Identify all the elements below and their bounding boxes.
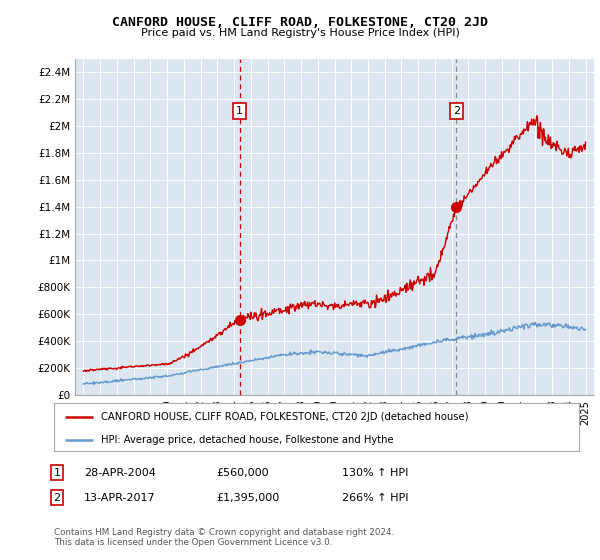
Text: £560,000: £560,000: [216, 468, 269, 478]
Text: 1: 1: [236, 106, 243, 116]
Text: CANFORD HOUSE, CLIFF ROAD, FOLKESTONE, CT20 2JD (detached house): CANFORD HOUSE, CLIFF ROAD, FOLKESTONE, C…: [101, 412, 469, 422]
Text: Price paid vs. HM Land Registry's House Price Index (HPI): Price paid vs. HM Land Registry's House …: [140, 28, 460, 38]
Text: 2: 2: [453, 106, 460, 116]
Text: 130% ↑ HPI: 130% ↑ HPI: [342, 468, 409, 478]
Text: CANFORD HOUSE, CLIFF ROAD, FOLKESTONE, CT20 2JD: CANFORD HOUSE, CLIFF ROAD, FOLKESTONE, C…: [112, 16, 488, 29]
Text: 266% ↑ HPI: 266% ↑ HPI: [342, 493, 409, 503]
Text: 13-APR-2017: 13-APR-2017: [84, 493, 155, 503]
Text: 1: 1: [53, 468, 61, 478]
Text: 28-APR-2004: 28-APR-2004: [84, 468, 156, 478]
Text: Contains HM Land Registry data © Crown copyright and database right 2024.
This d: Contains HM Land Registry data © Crown c…: [54, 528, 394, 547]
Text: £1,395,000: £1,395,000: [216, 493, 279, 503]
Text: 2: 2: [53, 493, 61, 503]
Text: HPI: Average price, detached house, Folkestone and Hythe: HPI: Average price, detached house, Folk…: [101, 435, 394, 445]
